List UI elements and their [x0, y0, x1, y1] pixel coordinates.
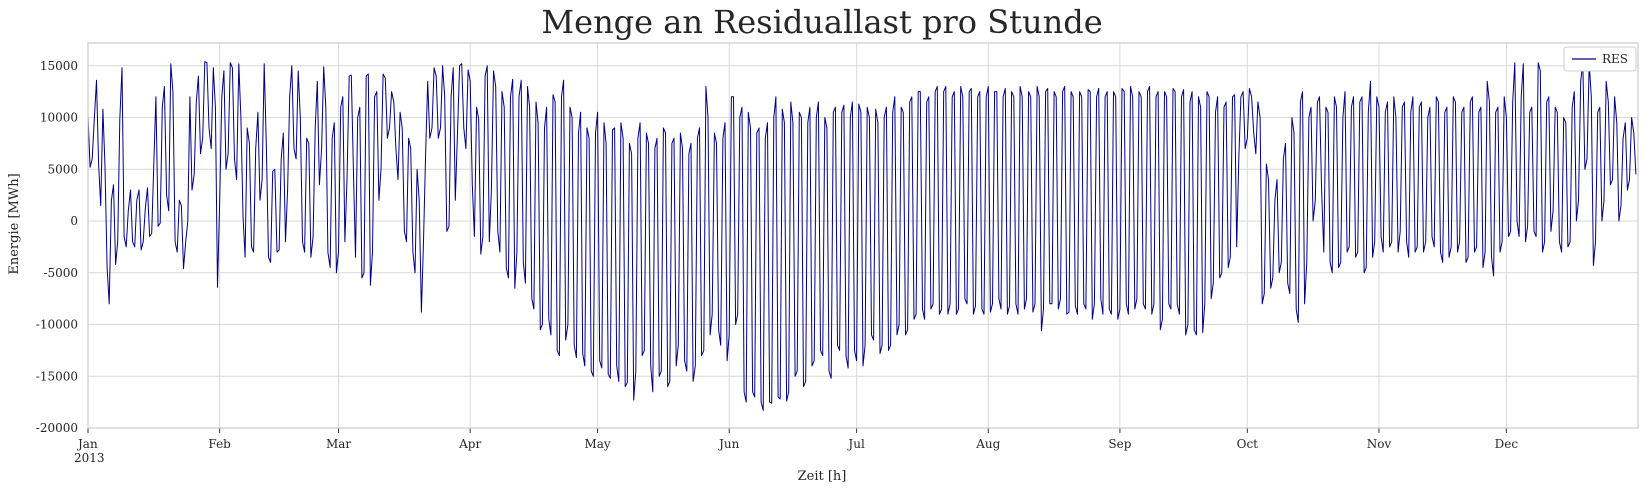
x-tick-label: May: [584, 437, 610, 451]
x-tick-label: Apr: [458, 437, 481, 451]
y-tick-label: -5000: [43, 266, 78, 280]
x-year-label: 2013: [74, 451, 105, 465]
grid-lines: [87, 43, 1638, 429]
y-tick-label: 10000: [40, 111, 78, 125]
x-tick-label: Aug: [975, 437, 1000, 451]
y-tick-label: -15000: [36, 369, 78, 383]
x-tick-label: Mar: [326, 437, 351, 451]
legend-box: [1563, 46, 1637, 72]
y-tick-label: -20000: [36, 421, 78, 435]
x-tick-label: Dec: [1495, 437, 1519, 451]
x-tick-label: Jun: [717, 437, 740, 451]
x-tick-label: Sep: [1108, 437, 1131, 451]
x-tick-label: Feb: [208, 437, 231, 451]
plot-frame: [87, 42, 1639, 429]
y-tick-label: 0: [70, 214, 78, 228]
x-tick-label: Oct: [1237, 437, 1259, 451]
x-tick-label: Jan: [76, 437, 98, 451]
y-tick-label: -10000: [36, 318, 78, 332]
series-res: [87, 61, 1637, 411]
y-tick-label: 15000: [40, 59, 78, 73]
x-tick-label: Jul: [846, 437, 865, 451]
series-line-res: [87, 61, 1637, 411]
x-tick-labels: Jan Feb Mar Apr May Jun Jul Aug Sep Oct Nov Dec 2013: [74, 428, 1518, 465]
legend: RES: [1563, 46, 1637, 72]
x-axis-label: Zeit [h]: [798, 469, 847, 484]
y-tick-labels: -20000 -15000 -10000 -5000 0 5000 10000 15000: [36, 59, 78, 435]
y-tick-label: 5000: [47, 162, 78, 176]
y-axis-label: Energie [MWh]: [7, 173, 22, 274]
legend-label-res: RES: [1602, 52, 1628, 66]
x-tick-label: Nov: [1367, 437, 1392, 451]
chart-title: Menge an Residuallast pro Stunde: [541, 3, 1102, 41]
